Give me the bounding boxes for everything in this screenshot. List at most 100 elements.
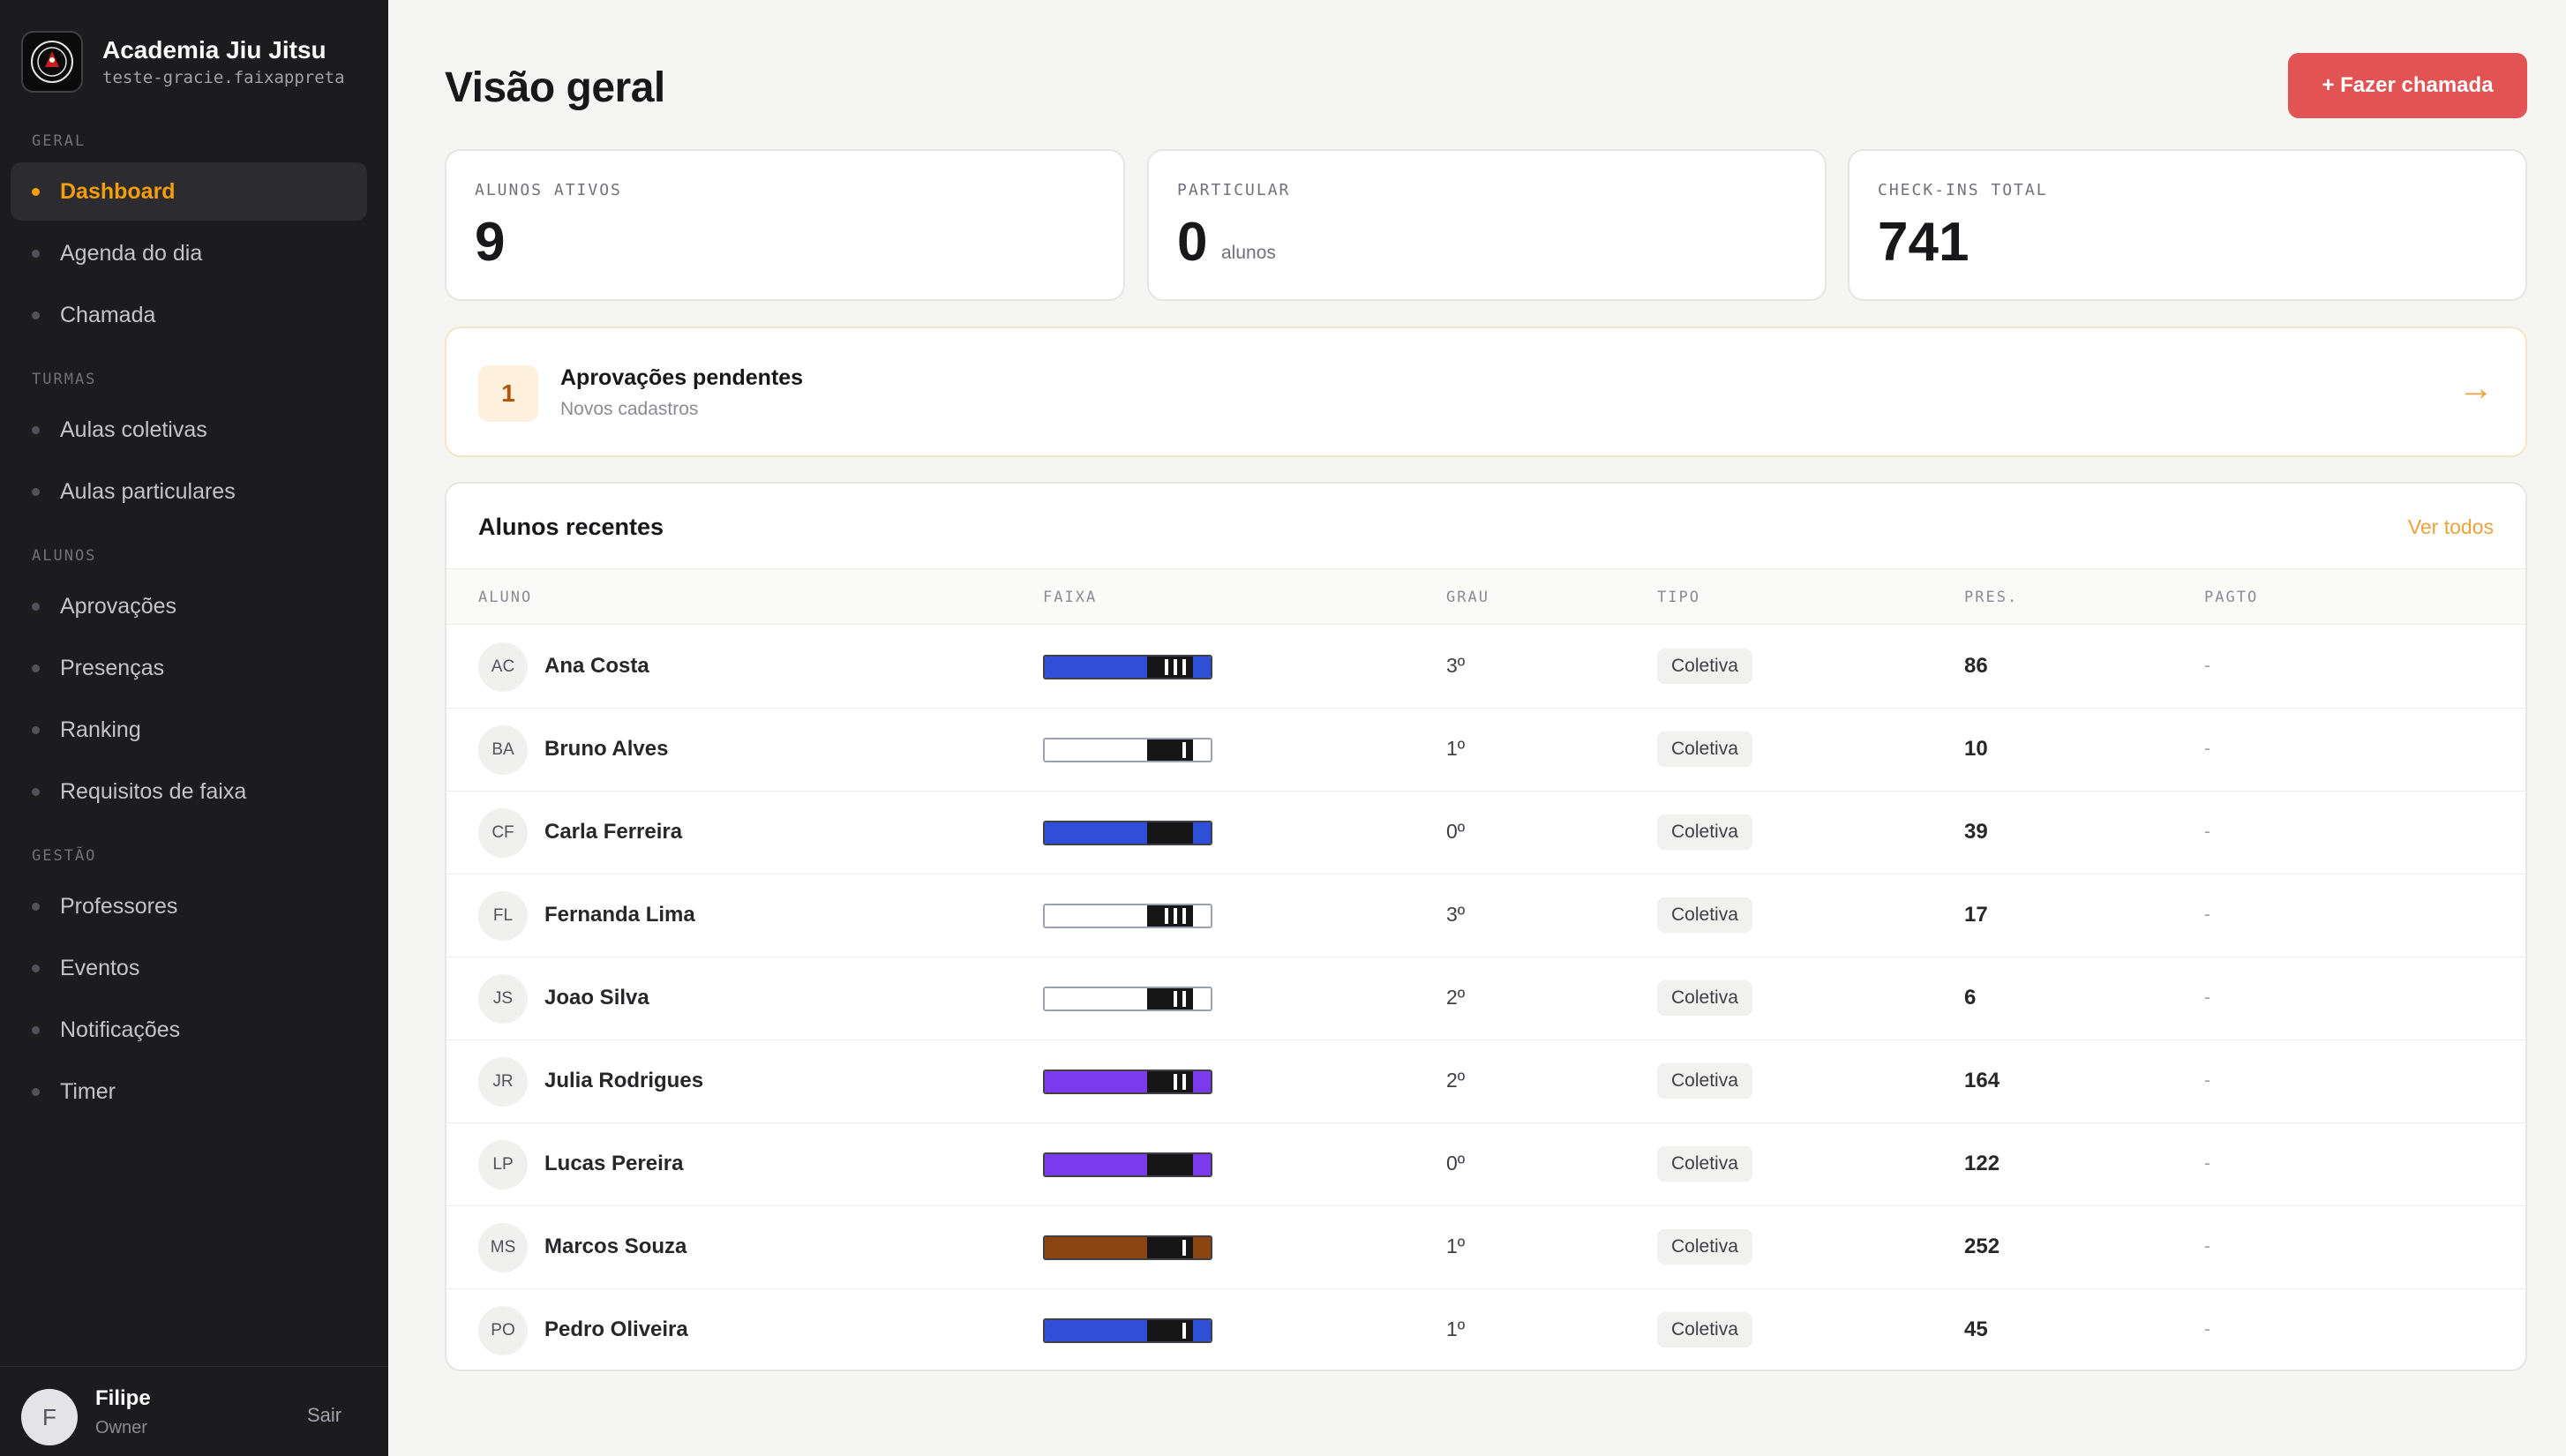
nav-item-professores[interactable]: Professores — [11, 877, 367, 935]
belt-end — [1193, 739, 1211, 761]
belt-stripe — [1182, 991, 1186, 1007]
nav-item-notificacoes[interactable]: Notificações — [11, 1001, 367, 1059]
table-row[interactable]: PO Pedro Oliveira 1º Coletiva 45 - — [446, 1289, 2525, 1370]
stat-card-alunos-ativos: ALUNOS ATIVOS 9 — [445, 149, 1125, 301]
table-row[interactable]: CF Carla Ferreira 0º Coletiva 39 - — [446, 792, 2525, 874]
presence-count: 45 — [1964, 1317, 1988, 1341]
student-avatar: MS — [478, 1223, 528, 1272]
sidebar: Academia Jiu Jitsu teste-gracie.faixappr… — [0, 0, 388, 1456]
belt-stripe — [1182, 908, 1186, 924]
presence-count: 86 — [1964, 654, 1988, 678]
student-name[interactable]: Bruno Alves — [544, 737, 669, 761]
table-row[interactable]: LP Lucas Pereira 0º Coletiva 122 - — [446, 1123, 2525, 1206]
belt-body — [1045, 1237, 1147, 1258]
student-name[interactable]: Fernanda Lima — [544, 903, 695, 927]
column-header-faixa[interactable]: FAIXA — [1043, 589, 1098, 606]
belt-icon — [1043, 987, 1212, 1011]
belt-end — [1193, 1154, 1211, 1175]
belt-body — [1045, 905, 1147, 927]
nav-item-aulas-particulares[interactable]: Aulas particulares — [11, 462, 367, 521]
column-header-pres[interactable]: PRES. — [1964, 589, 2019, 606]
dot-icon — [32, 311, 40, 319]
student-name[interactable]: Julia Rodrigues — [544, 1069, 704, 1092]
dot-icon — [32, 726, 40, 734]
belt-stripe — [1182, 1323, 1186, 1339]
stat-card-checkins: CHECK-INS TOTAL 741 — [1848, 149, 2527, 301]
nav-item-presencas[interactable]: Presenças — [11, 639, 367, 697]
payment-status: - — [2204, 1153, 2210, 1174]
nav-item-eventos[interactable]: Eventos — [11, 939, 367, 997]
stat-value: 0 — [1177, 212, 1208, 273]
column-header-aluno[interactable]: ALUNO — [478, 589, 533, 606]
see-all-link[interactable]: Ver todos — [2407, 515, 2494, 538]
nav-item-timer[interactable]: Timer — [11, 1062, 367, 1121]
student-avatar: BA — [478, 725, 528, 775]
stat-label: CHECK-INS TOTAL — [1878, 181, 2048, 199]
belt-body — [1045, 1154, 1147, 1175]
belt-end — [1193, 988, 1211, 1009]
approvals-subtitle: Novos cadastros — [560, 399, 699, 419]
column-header-grau[interactable]: GRAU — [1446, 589, 1489, 606]
belt-icon — [1043, 821, 1212, 845]
dot-icon — [32, 1088, 40, 1096]
presence-count: 122 — [1964, 1152, 2000, 1175]
presence-count: 164 — [1964, 1069, 2000, 1092]
belt-body — [1045, 1071, 1147, 1092]
grau-value: 2º — [1446, 986, 1466, 1009]
table-row[interactable]: BA Bruno Alves 1º Coletiva 10 - — [446, 709, 2525, 792]
student-name[interactable]: Carla Ferreira — [544, 820, 683, 844]
payment-status: - — [2204, 1070, 2210, 1091]
nav-item-label: Requisitos de faixa — [60, 778, 247, 804]
nav-item-label: Dashboard — [60, 178, 176, 204]
grau-value: 1º — [1446, 1317, 1466, 1340]
table-row[interactable]: JS Joao Silva 2º Coletiva 6 - — [446, 957, 2525, 1040]
nav-item-aprovacoes[interactable]: Aprovações — [11, 577, 367, 635]
student-name[interactable]: Marcos Souza — [544, 1235, 687, 1258]
nav-item-requisitos-faixa[interactable]: Requisitos de faixa — [11, 762, 367, 821]
logout-button[interactable]: Sair — [307, 1404, 342, 1426]
table-row[interactable]: FL Fernanda Lima 3º Coletiva 17 - — [446, 874, 2525, 957]
pending-approvals-card[interactable]: 1 Aprovações pendentes Novos cadastros → — [445, 326, 2527, 457]
belt-tip — [1147, 1154, 1193, 1175]
nav-item-chamada[interactable]: Chamada — [11, 286, 367, 344]
arrow-right-icon[interactable]: → — [2458, 369, 2494, 408]
student-name[interactable]: Ana Costa — [544, 654, 649, 678]
tipo-badge: Coletiva — [1657, 1229, 1752, 1265]
belt-tip — [1147, 822, 1193, 844]
nav-section-turmas: TURMAS — [32, 371, 97, 388]
nav-item-ranking[interactable]: Ranking — [11, 701, 367, 759]
dot-icon — [32, 664, 40, 672]
fazer-chamada-button[interactable]: + Fazer chamada — [2288, 53, 2527, 118]
tipo-badge: Coletiva — [1657, 980, 1752, 1016]
payment-status: - — [2204, 822, 2210, 842]
academy-domain: teste-gracie.faixappreta — [102, 68, 345, 87]
column-header-tipo[interactable]: TIPO — [1657, 589, 1700, 606]
active-dot-icon — [32, 188, 40, 196]
tipo-badge: Coletiva — [1657, 897, 1752, 933]
student-name[interactable]: Joao Silva — [544, 986, 649, 1009]
nav-item-label: Chamada — [60, 302, 156, 327]
student-name[interactable]: Pedro Oliveira — [544, 1317, 688, 1341]
nav-item-label: Notificações — [60, 1017, 181, 1042]
user-panel: F Filipe Owner Sair — [0, 1366, 388, 1456]
payment-status: - — [2204, 1319, 2210, 1340]
nav-item-agenda[interactable]: Agenda do dia — [11, 224, 367, 282]
nav-item-label: Eventos — [60, 955, 140, 980]
dot-icon — [32, 964, 40, 972]
student-name[interactable]: Lucas Pereira — [544, 1152, 684, 1175]
table-row[interactable]: JR Julia Rodrigues 2º Coletiva 164 - — [446, 1040, 2525, 1123]
grau-value: 0º — [1446, 1152, 1466, 1175]
table-row[interactable]: AC Ana Costa 3º Coletiva 86 - — [446, 626, 2525, 709]
brand[interactable]: Academia Jiu Jitsu teste-gracie.faixappr… — [21, 31, 345, 93]
belt-end — [1193, 1071, 1211, 1092]
nav-item-dashboard[interactable]: Dashboard — [11, 162, 367, 221]
column-header-pagto[interactable]: PAGTO — [2204, 589, 2259, 606]
table-row[interactable]: MS Marcos Souza 1º Coletiva 252 - — [446, 1206, 2525, 1289]
grau-value: 0º — [1446, 820, 1466, 843]
belt-stripe — [1182, 1240, 1186, 1256]
belt-end — [1193, 905, 1211, 927]
nav-item-label: Presenças — [60, 655, 165, 680]
avatar[interactable]: F — [21, 1389, 78, 1445]
nav-item-aulas-coletivas[interactable]: Aulas coletivas — [11, 401, 367, 459]
belt-body — [1045, 822, 1147, 844]
